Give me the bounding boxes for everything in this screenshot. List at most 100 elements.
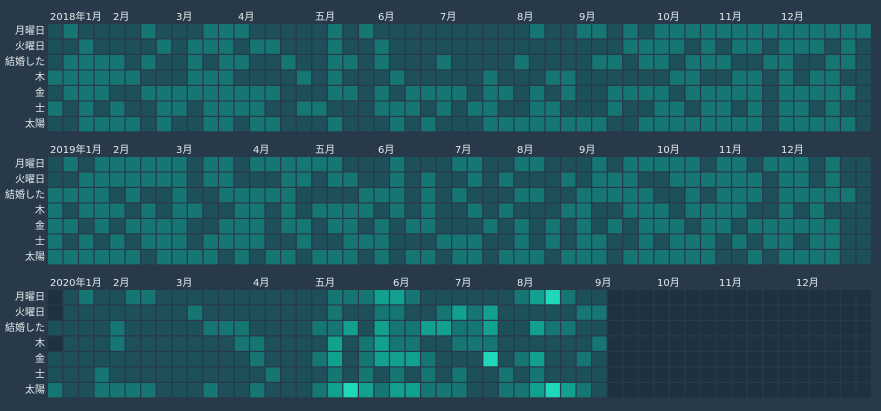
day-cell [794, 39, 809, 54]
day-cell [265, 321, 280, 336]
day-cell [94, 101, 109, 116]
day-cell [825, 101, 840, 116]
day-cell [359, 24, 374, 39]
day-cell [94, 188, 109, 203]
day-cell [359, 55, 374, 70]
day-cell [467, 39, 483, 54]
day-cell [452, 117, 467, 132]
day-cell [203, 55, 218, 70]
day-cell [312, 203, 327, 218]
day-cell [234, 250, 249, 265]
day-cell [141, 219, 156, 234]
day-cell [110, 188, 125, 203]
day-cell [498, 203, 514, 218]
day-cell [763, 219, 778, 234]
day-cell [561, 383, 576, 398]
day-cell [156, 101, 172, 116]
day-cell [638, 250, 654, 265]
day-cell [825, 352, 840, 367]
day-cell [514, 203, 529, 218]
day-cell [794, 305, 809, 320]
day-cell [685, 383, 700, 398]
day-cell [421, 321, 436, 336]
day-cell [234, 70, 249, 85]
day-cell [265, 101, 280, 116]
day-cell [452, 157, 467, 172]
day-cell [654, 39, 669, 54]
day-cell [63, 352, 78, 367]
day-cell [219, 383, 234, 398]
day-cell [296, 219, 312, 234]
day-cell [281, 55, 296, 70]
day-cell [203, 172, 218, 187]
day-cell [623, 39, 638, 54]
day-cell [79, 86, 94, 101]
day-cell [265, 55, 280, 70]
day-cell [312, 305, 327, 320]
day-cell [94, 305, 109, 320]
weekday-label: 火曜日 [15, 174, 45, 186]
weekday-label: 結婚した [5, 55, 45, 68]
day-cell [809, 117, 825, 132]
month-label: 9月 [595, 277, 611, 289]
day-cell [483, 352, 498, 367]
day-cell [48, 352, 63, 367]
day-cell [141, 39, 156, 54]
day-cell [592, 55, 607, 70]
day-cell [809, 290, 825, 305]
day-cell [281, 203, 296, 218]
day-cell [701, 383, 716, 398]
day-cell [452, 234, 467, 249]
day-cell [794, 290, 809, 305]
day-cell [327, 234, 343, 249]
day-cell [79, 305, 94, 320]
day-cell [747, 101, 763, 116]
day-cell [312, 219, 327, 234]
day-cell [110, 101, 125, 116]
day-cell [856, 24, 871, 39]
day-cell [654, 101, 669, 116]
day-cell [250, 117, 265, 132]
day-cell [94, 55, 109, 70]
day-cell [561, 305, 576, 320]
day-cell [654, 55, 669, 70]
day-cell [94, 70, 109, 85]
day-cell [234, 157, 249, 172]
day-cell [265, 250, 280, 265]
day-cell [561, 290, 576, 305]
day-cell [498, 86, 514, 101]
day-cell [359, 321, 374, 336]
day-cell [514, 305, 529, 320]
day-cell [250, 250, 265, 265]
day-cell [79, 321, 94, 336]
day-cell [281, 336, 296, 351]
day-cell [561, 55, 576, 70]
month-label: 8月 [517, 277, 533, 289]
day-cell [732, 219, 747, 234]
day-cell [545, 70, 560, 85]
day-cell [794, 383, 809, 398]
day-cell [623, 86, 638, 101]
day-cell [343, 290, 358, 305]
day-cell [125, 352, 141, 367]
day-cell [250, 234, 265, 249]
day-cell [576, 305, 591, 320]
day-cell [187, 383, 203, 398]
weekday-label: 木 [35, 205, 45, 217]
day-cell [483, 219, 498, 234]
day-cell [483, 367, 498, 382]
day-cell [234, 24, 249, 39]
day-cell [156, 157, 172, 172]
day-cell [172, 250, 187, 265]
day-cell [747, 24, 763, 39]
day-cell [483, 157, 498, 172]
day-cell [592, 250, 607, 265]
day-cell [530, 172, 545, 187]
day-cell [156, 219, 172, 234]
day-cell [654, 290, 669, 305]
day-cell [327, 188, 343, 203]
day-cell [732, 336, 747, 351]
day-cell [778, 117, 794, 132]
day-cell [296, 55, 312, 70]
day-cell [592, 39, 607, 54]
